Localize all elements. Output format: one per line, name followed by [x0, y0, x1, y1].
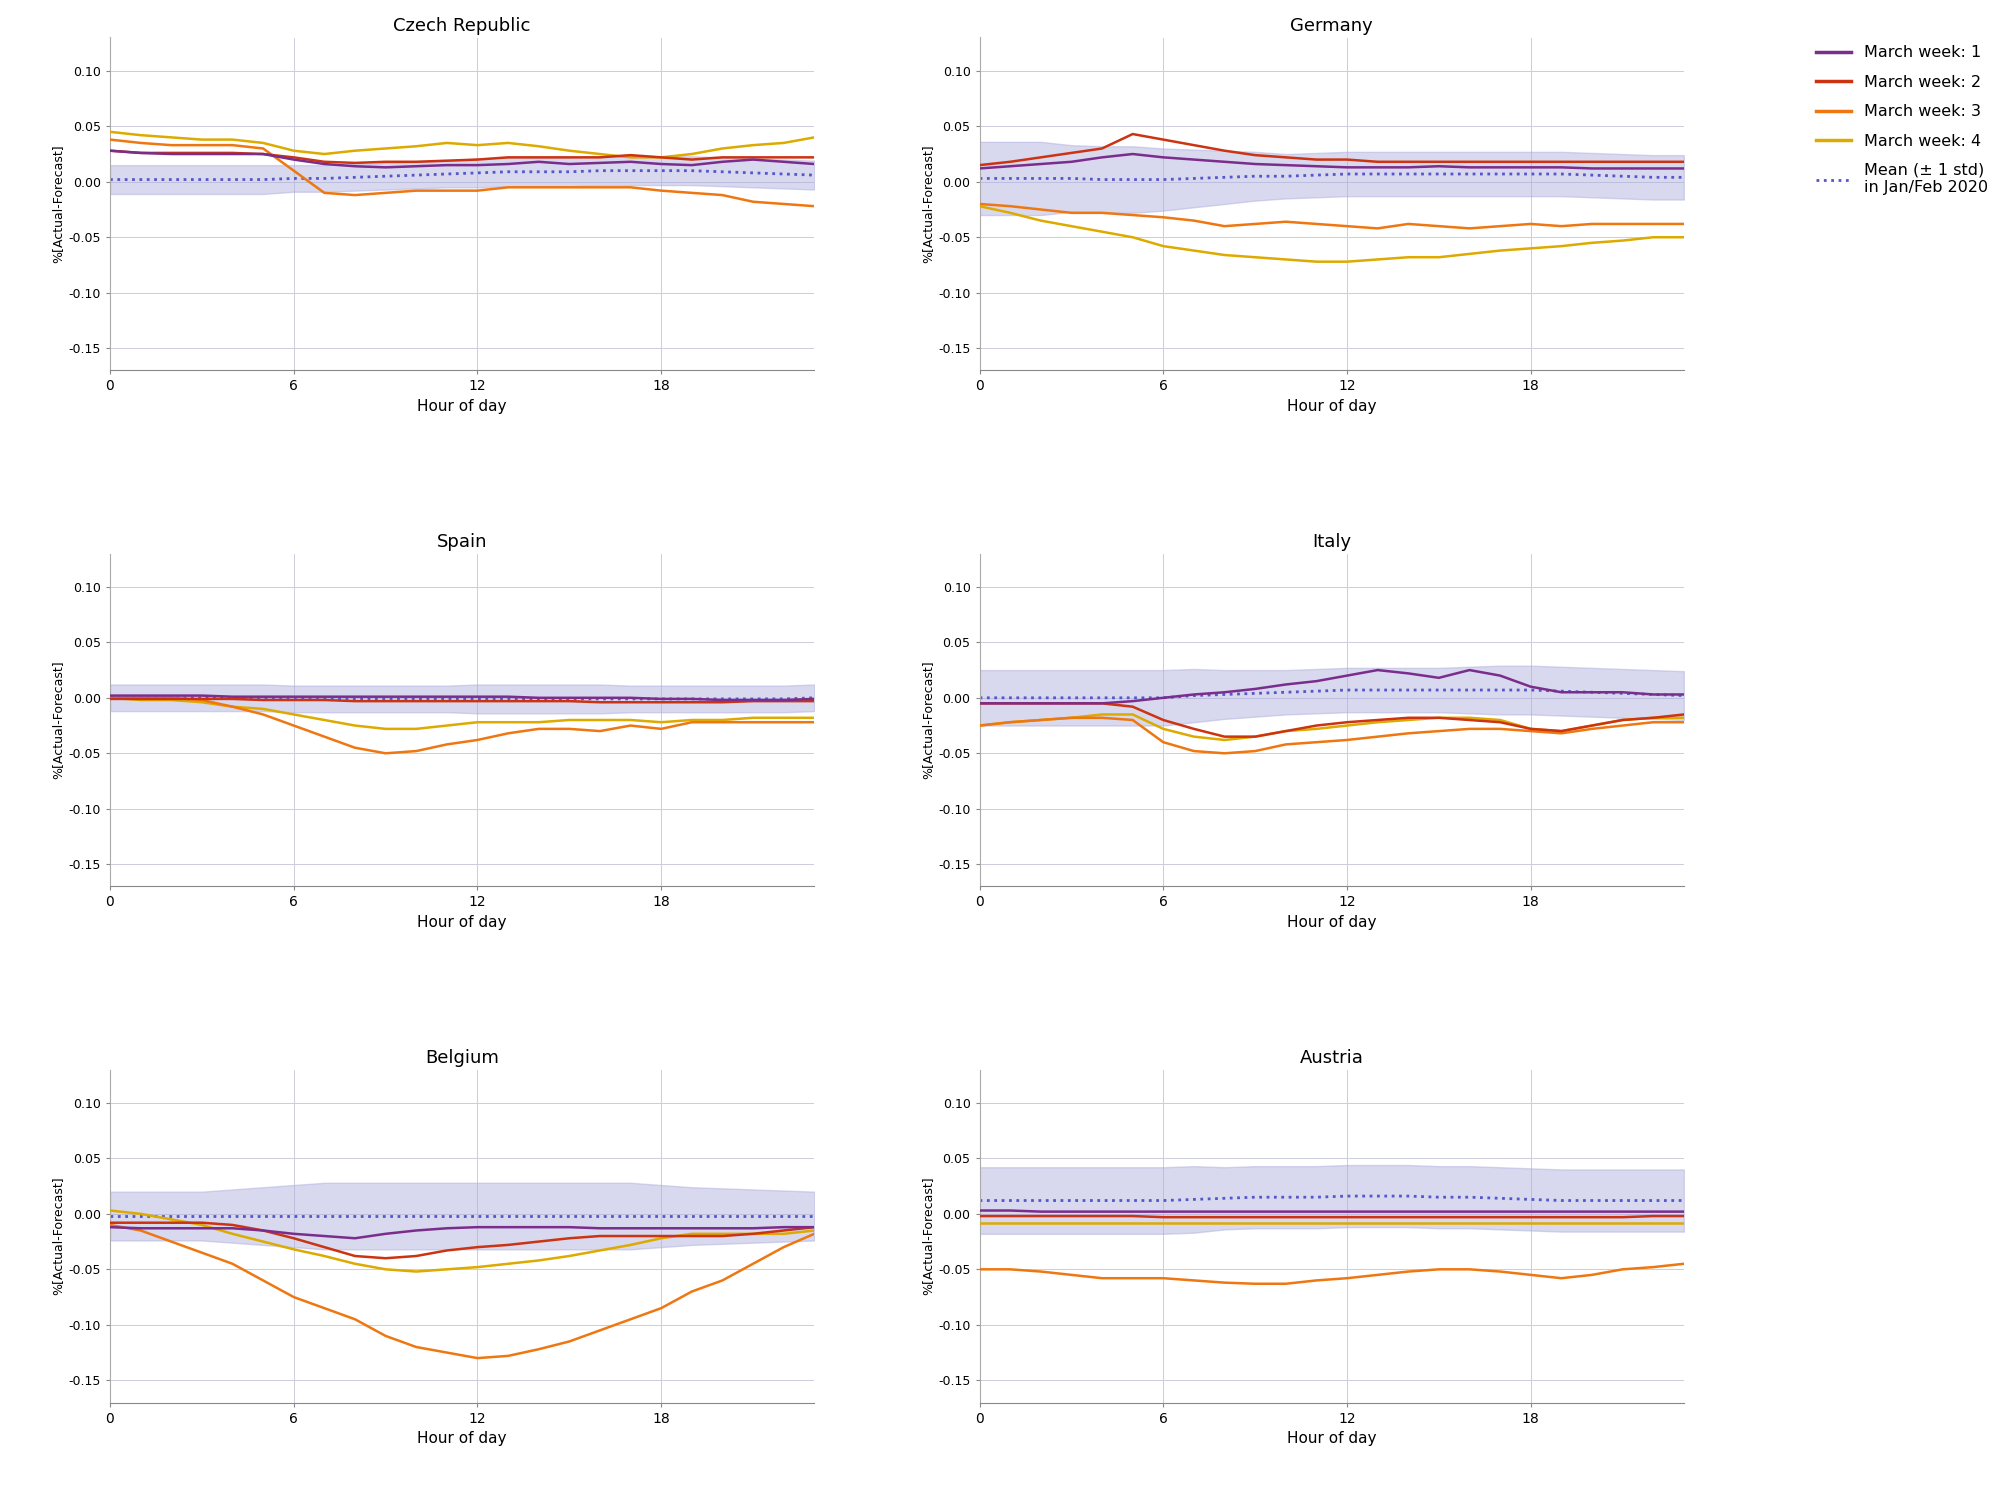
Title: Germany: Germany — [1290, 16, 1374, 34]
Y-axis label: %[Actual-Forecast]: %[Actual-Forecast] — [920, 144, 934, 264]
Title: Italy: Italy — [1312, 532, 1352, 550]
X-axis label: Hour of day: Hour of day — [1286, 399, 1376, 414]
Legend: March week: 1, March week: 2, March week: 3, March week: 4, Mean (± 1 std)
in Ja: March week: 1, March week: 2, March week… — [1816, 45, 1988, 195]
Y-axis label: %[Actual-Forecast]: %[Actual-Forecast] — [52, 1176, 64, 1296]
X-axis label: Hour of day: Hour of day — [1286, 915, 1376, 930]
Title: Spain: Spain — [436, 532, 488, 550]
Y-axis label: %[Actual-Forecast]: %[Actual-Forecast] — [920, 1176, 934, 1296]
Y-axis label: %[Actual-Forecast]: %[Actual-Forecast] — [920, 660, 934, 780]
Y-axis label: %[Actual-Forecast]: %[Actual-Forecast] — [52, 144, 64, 264]
X-axis label: Hour of day: Hour of day — [1286, 1431, 1376, 1446]
Title: Czech Republic: Czech Republic — [394, 16, 530, 34]
Y-axis label: %[Actual-Forecast]: %[Actual-Forecast] — [52, 660, 64, 780]
Title: Belgium: Belgium — [426, 1048, 500, 1066]
Title: Austria: Austria — [1300, 1048, 1364, 1066]
X-axis label: Hour of day: Hour of day — [418, 915, 506, 930]
X-axis label: Hour of day: Hour of day — [418, 1431, 506, 1446]
X-axis label: Hour of day: Hour of day — [418, 399, 506, 414]
